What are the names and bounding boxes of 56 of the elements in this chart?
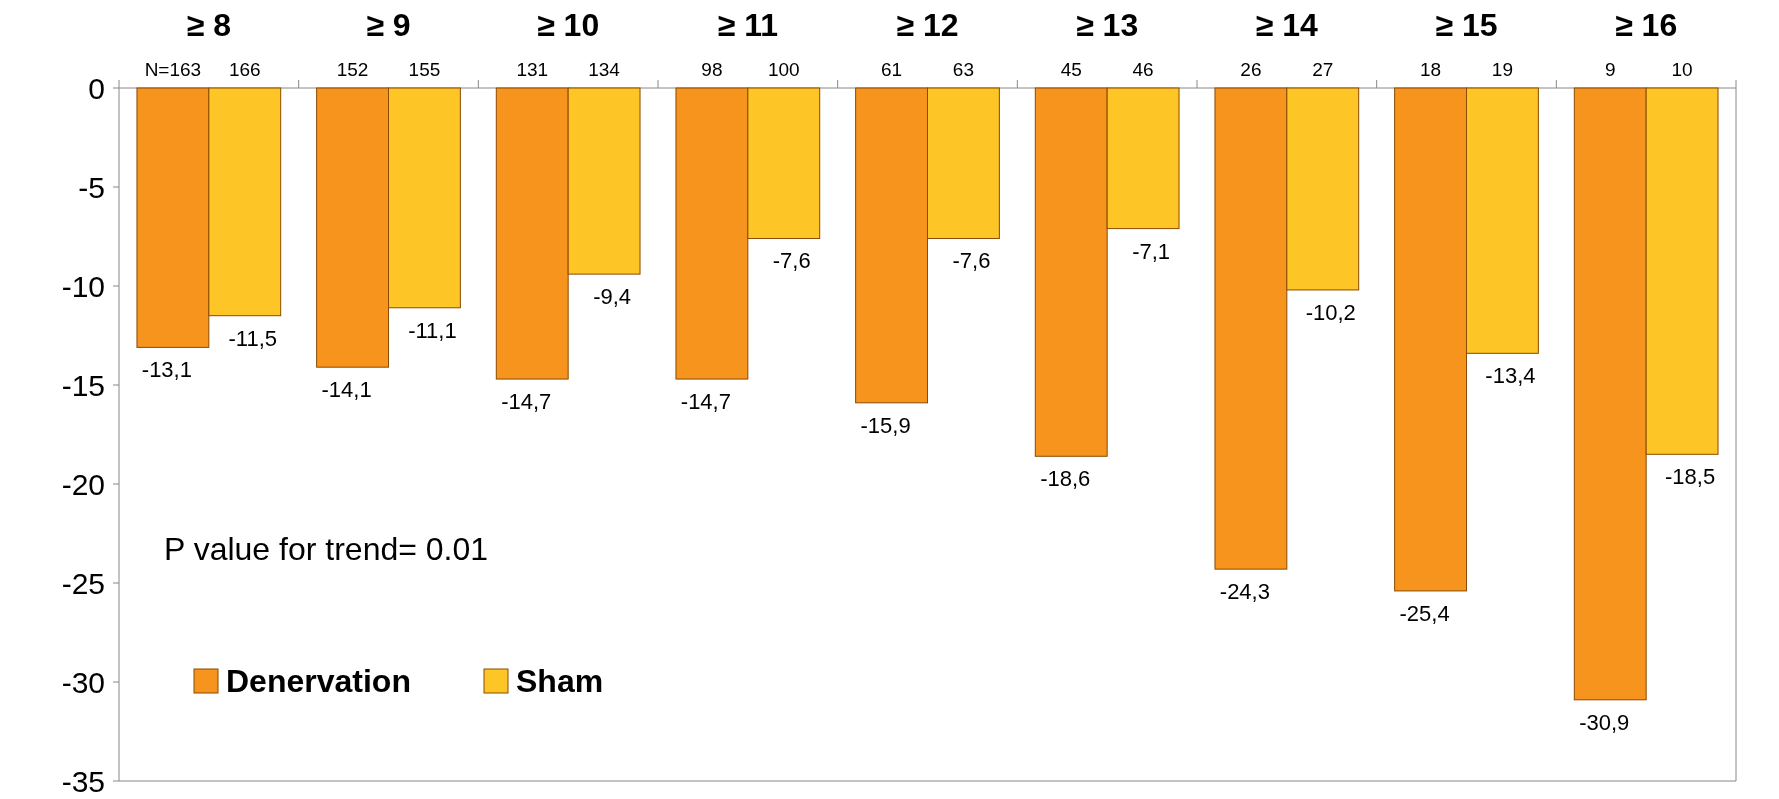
annotation: 63	[952, 59, 974, 80]
annotation: 10	[1671, 59, 1693, 80]
legend-label: Sham	[516, 663, 604, 700]
data-label: -14,7	[501, 389, 552, 415]
x-tick-label: ≥ 12	[896, 7, 959, 43]
data-label: -11,1	[408, 317, 457, 343]
data-label: -25,4	[1399, 600, 1450, 626]
y-tick-label: -15	[61, 368, 105, 402]
data-label: -7,6	[952, 248, 991, 274]
annotation: 166	[228, 59, 261, 80]
data-label: -13,4	[1485, 363, 1536, 389]
x-tick-label: ≥ 11	[717, 7, 778, 43]
x-tick-label: ≥ 9	[366, 7, 411, 43]
annotation: 100	[767, 59, 800, 80]
data-label: -18,5	[1665, 464, 1716, 490]
data-label: -18,6	[1040, 466, 1091, 492]
x-tick-label: ≥ 8	[186, 7, 231, 43]
data-label: -7,1	[1132, 238, 1171, 264]
annotation: 18	[1420, 59, 1442, 80]
x-tick-label: ≥ 10	[537, 7, 600, 43]
annotation: 98	[701, 59, 723, 80]
y-tick-label: 0	[88, 71, 105, 105]
annotation: 131	[516, 59, 549, 80]
x-tick-label: ≥ 14	[1255, 7, 1319, 43]
annotation: 45	[1060, 59, 1082, 80]
annotation: 46	[1132, 59, 1154, 80]
data-label: -14,7	[680, 389, 731, 415]
annotation: 27	[1312, 59, 1334, 80]
y-tick-label: -30	[61, 665, 105, 699]
y-tick-label: -20	[61, 467, 105, 501]
y-tick-label: -10	[61, 269, 105, 303]
data-label: -24,3	[1219, 579, 1270, 605]
legend-label: Denervation	[226, 663, 411, 700]
y-tick-label: -25	[61, 566, 105, 600]
y-tick-label: -5	[78, 170, 105, 204]
data-label: -13,1	[141, 357, 192, 383]
data-label: -7,6	[772, 248, 811, 274]
data-label: -10,2	[1305, 299, 1356, 325]
x-tick-label: ≥ 16	[1615, 7, 1678, 43]
x-tick-label: ≥ 13	[1076, 7, 1139, 43]
data-label: -30,9	[1579, 709, 1630, 735]
y-tick-label: -35	[61, 764, 105, 798]
annotation: 134	[588, 59, 621, 80]
annotation: 9	[1604, 59, 1616, 80]
annotation: 26	[1240, 59, 1262, 80]
annotation: N=163	[144, 59, 202, 80]
data-label: -9,4	[593, 284, 632, 310]
x-tick-label: ≥ 15	[1435, 7, 1498, 43]
annotation: 152	[336, 59, 369, 80]
annotation: P value for trend= 0.01	[164, 531, 489, 567]
annotation: 61	[881, 59, 903, 80]
annotation: 19	[1491, 59, 1513, 80]
data-label: -14,1	[321, 377, 372, 403]
data-label: -15,9	[860, 412, 911, 438]
annotation: 155	[408, 59, 441, 80]
data-label: -11,5	[228, 325, 278, 351]
